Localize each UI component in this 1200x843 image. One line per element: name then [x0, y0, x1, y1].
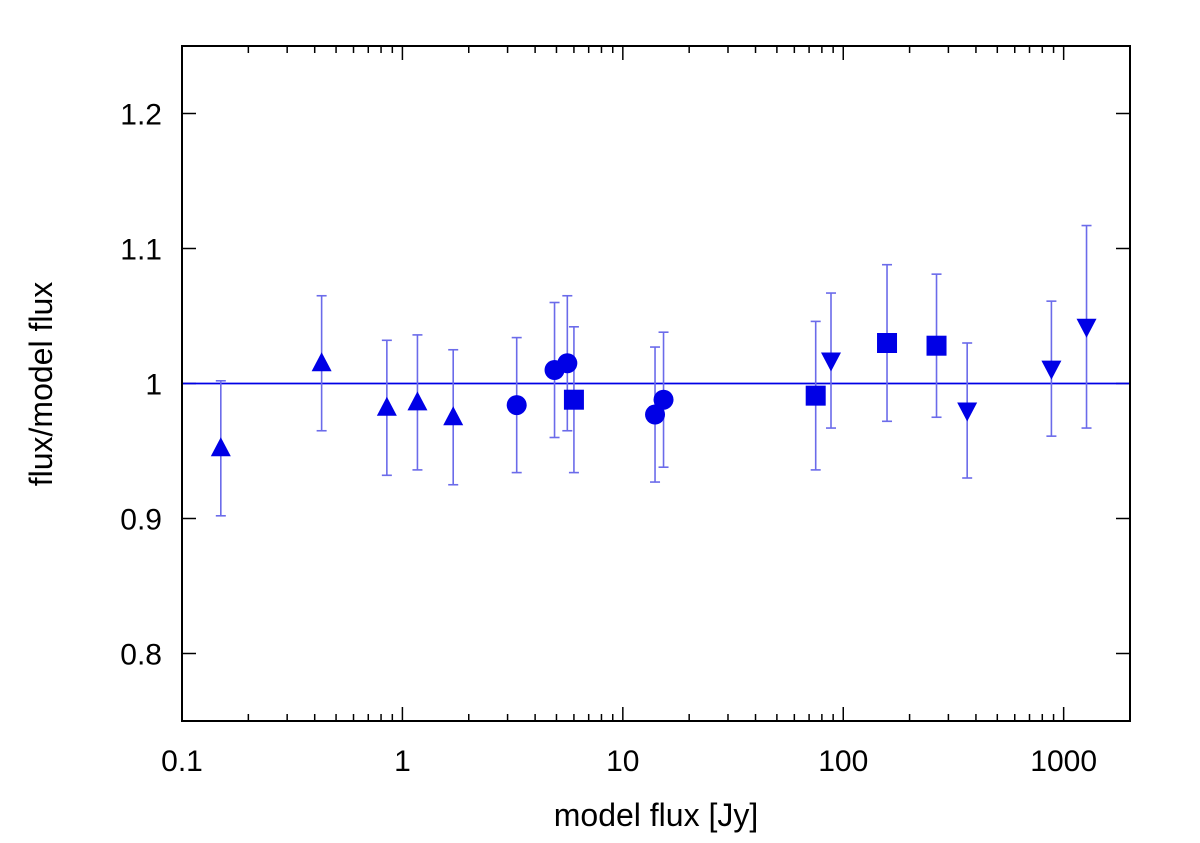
y-tick-labels: 0.8 0.9 1 1.1 1.2	[120, 99, 162, 672]
y-tick-label: 0.8	[120, 639, 162, 672]
data-point-triangle-up	[210, 437, 231, 457]
data-point-triangle-down	[1076, 318, 1097, 338]
x-axis-label: model flux [Jy]	[554, 797, 759, 833]
x-tick-label: 10	[606, 745, 639, 778]
data-point-square	[877, 333, 898, 353]
error-bar-layer	[215, 224, 1092, 517]
data-point-triangle-up	[443, 406, 464, 426]
data-point-triangle-down	[957, 402, 978, 422]
x-tick-label: 1	[394, 745, 411, 778]
data-point-square	[805, 385, 826, 406]
data-point-triangle-up	[407, 391, 428, 411]
data-point-triangle-up	[376, 396, 397, 416]
marker-layer	[210, 318, 1097, 457]
y-tick-label: 1.2	[120, 99, 162, 132]
data-point-triangle-down	[821, 352, 842, 372]
y-tick-label: 0.9	[120, 504, 162, 537]
y-tick-label: 1	[145, 369, 162, 402]
data-point-circle	[557, 353, 578, 374]
x-tick-label: 1000	[1030, 745, 1097, 778]
data-point-circle	[645, 404, 666, 425]
data-point-square	[563, 389, 584, 410]
x-tick-labels: 0.1 1 10 100 1000	[161, 745, 1097, 778]
data-point-circle	[506, 395, 527, 416]
data-point-circle	[653, 389, 674, 410]
x-tick-label: 100	[818, 745, 868, 778]
y-axis-label: flux/model flux	[23, 282, 59, 487]
y-tick-label: 1.1	[120, 234, 162, 267]
data-point-triangle-down	[1041, 360, 1062, 380]
plot-frame	[181, 45, 1131, 722]
x-tick-label: 0.1	[161, 745, 203, 778]
data-point-triangle-up	[311, 352, 332, 372]
data-point-square	[926, 335, 947, 356]
tick-layer	[181, 46, 1130, 721]
